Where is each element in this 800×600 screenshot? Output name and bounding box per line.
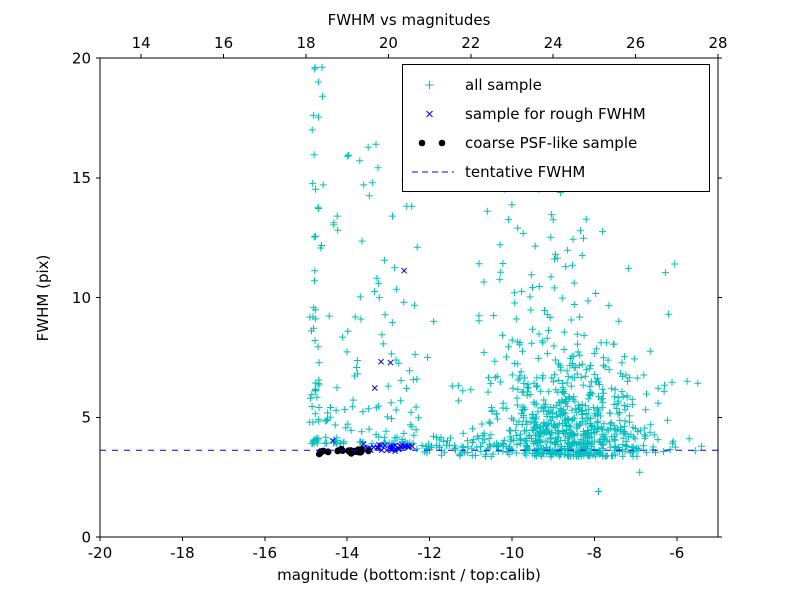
legend-item-tentative-fwhm: tentative FWHM <box>409 157 703 186</box>
x-axis-label: magnitude (bottom:isnt / top:calib) <box>277 566 541 584</box>
x-tick-label: -20 <box>88 544 113 562</box>
plus-marker-icon <box>425 80 434 89</box>
x-tick-label: -18 <box>170 544 195 562</box>
scatter-point <box>365 447 372 455</box>
legend-label: coarse PSF-like sample <box>465 133 638 152</box>
legend: all sample sample for rough FWHM coarse … <box>402 64 710 192</box>
top-tick-label: 28 <box>708 34 727 52</box>
legend-item-psf-sample: coarse PSF-like sample <box>409 128 703 157</box>
top-tick-label: 20 <box>379 34 398 52</box>
y-tick-label: 5 <box>81 409 91 427</box>
scatter-point <box>357 449 364 456</box>
scatter-point <box>320 447 327 455</box>
top-tick-label: 16 <box>214 34 233 52</box>
legend-label: all sample <box>465 75 542 94</box>
axis-ticks <box>96 54 722 541</box>
top-tick-label: 14 <box>132 34 151 52</box>
y-tick-label: 0 <box>81 528 91 546</box>
dot-marker-icon <box>418 139 446 146</box>
top-tick-label: 22 <box>461 34 480 52</box>
y-tick-label: 20 <box>72 49 91 67</box>
y-tick-label: 15 <box>72 169 91 187</box>
series-plus <box>306 63 705 495</box>
x-tick-label: -14 <box>335 544 360 562</box>
scatter-points-path <box>329 267 416 455</box>
x-tick-label: -12 <box>417 544 442 562</box>
legend-label: tentative FWHM <box>465 162 586 181</box>
series-x <box>329 267 416 455</box>
scatter-points-path <box>306 63 705 495</box>
y-tick-label: 10 <box>72 289 91 307</box>
scatter-point <box>345 447 352 455</box>
x-tick-label: -16 <box>253 544 278 562</box>
y-axis-label: FWHM (pix) <box>34 254 52 342</box>
tick-labels: -20 -18 -16 -14 -12 -10 -8 -6 14 16 18 20 22 24 26 28 0 5… <box>72 34 728 562</box>
dashed-line-icon <box>412 171 454 172</box>
x-marker-icon <box>426 110 433 117</box>
legend-item-all-sample: all sample <box>409 70 703 99</box>
top-tick-label: 24 <box>544 34 563 52</box>
legend-label: sample for rough FWHM <box>465 104 646 123</box>
top-tick-label: 18 <box>296 34 315 52</box>
x-tick-label: -8 <box>587 544 602 562</box>
series-dot <box>315 445 372 458</box>
x-tick-label: -10 <box>500 544 525 562</box>
x-tick-label: -6 <box>669 544 684 562</box>
legend-item-rough-fwhm: sample for rough FWHM <box>409 99 703 128</box>
top-tick-label: 26 <box>626 34 645 52</box>
chart-title: FWHM vs magnitudes <box>327 11 491 29</box>
